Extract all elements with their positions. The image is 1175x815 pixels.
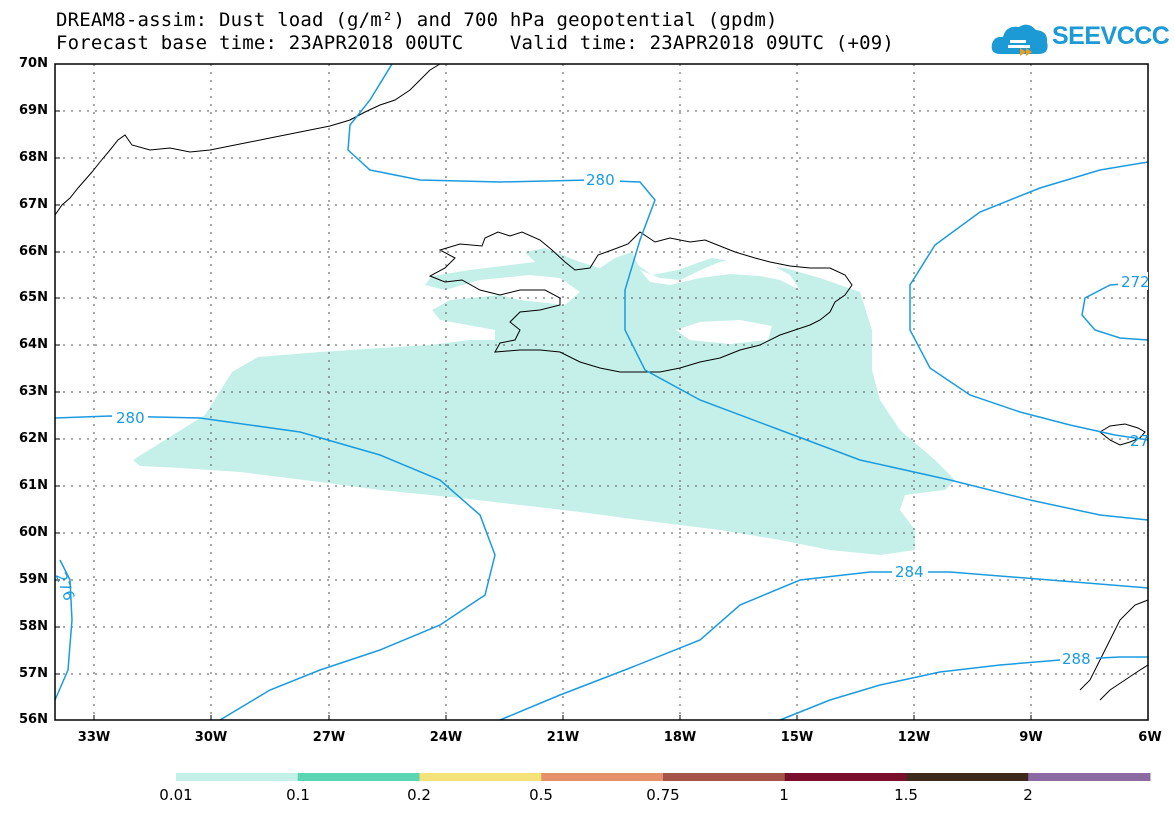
lat-label-61n: 61N xyxy=(19,478,48,493)
colorbar xyxy=(176,773,1151,781)
colorbar-segment-0 xyxy=(176,773,299,781)
contour-label-27x: 27 xyxy=(1130,432,1149,450)
contour-284 xyxy=(499,571,1149,721)
lon-label-18w: 18W xyxy=(663,730,697,745)
colorbar-label-6: 1.5 xyxy=(894,786,918,804)
scotland-coast xyxy=(1079,599,1149,701)
chart-subtitle: Forecast base time: 23APR2018 00UTC Vali… xyxy=(56,32,895,54)
lat-label-63n: 63N xyxy=(19,384,48,399)
contour-label-284: 284 xyxy=(895,563,924,581)
lon-label-21w: 21W xyxy=(546,730,580,745)
coastlines xyxy=(54,63,1149,701)
lat-label-64n: 64N xyxy=(19,337,48,352)
lon-label-15w: 15W xyxy=(780,730,814,745)
colorbar-segment-2 xyxy=(419,773,542,781)
lat-label-57n: 57N xyxy=(19,666,48,681)
greenland-coast xyxy=(54,63,441,216)
lat-label-65n: 65N xyxy=(19,290,48,305)
lat-label-60n: 60N xyxy=(19,525,48,540)
lon-label-9w: 9W xyxy=(1019,730,1043,745)
lat-label-68n: 68N xyxy=(19,150,48,165)
contour-label-272: 272 xyxy=(1121,273,1150,291)
colorbar-segment-1 xyxy=(297,773,420,781)
colorbar-label-3: 0.5 xyxy=(529,786,553,804)
colorbar-segment-3 xyxy=(541,773,664,781)
colorbar-segment-5 xyxy=(784,773,907,781)
lon-label-12w: 12W xyxy=(897,730,931,745)
colorbar-segment-7 xyxy=(1028,773,1151,781)
contour-276 xyxy=(54,559,73,701)
logo-text: SEEVCCC xyxy=(1052,22,1170,50)
faroe-coast xyxy=(1099,423,1146,446)
colorbar-label-5: 1 xyxy=(779,786,789,804)
colorbar-label-4: 0.75 xyxy=(646,786,680,804)
contour-label-288: 288 xyxy=(1062,650,1091,668)
colorbar-segment-6 xyxy=(906,773,1029,781)
lat-label-62n: 62N xyxy=(19,431,48,446)
colorbar-label-2: 0.2 xyxy=(407,786,431,804)
lat-label-70n: 70N xyxy=(19,56,48,71)
lon-label-30w: 30W xyxy=(194,730,228,745)
colorbar-segment-4 xyxy=(663,773,786,781)
lat-label-66n: 66N xyxy=(19,244,48,259)
contour-272-outer xyxy=(909,161,1149,441)
contour-280-south xyxy=(54,415,496,721)
contour-280-north xyxy=(347,63,1149,521)
lon-label-6w: 6W xyxy=(1138,730,1162,745)
lat-label-56n: 56N xyxy=(19,712,48,727)
iceland-coast xyxy=(428,231,853,373)
lon-label-33w: 33W xyxy=(77,730,111,745)
colorbar-label-1: 0.1 xyxy=(286,786,310,804)
geopotential-contours xyxy=(54,63,1149,721)
contour-288 xyxy=(779,656,1148,721)
lat-label-59n: 59N xyxy=(19,572,48,587)
grid-lines xyxy=(55,64,1148,720)
lat-label-67n: 67N xyxy=(19,197,48,212)
dust-gap xyxy=(676,320,772,344)
seevccc-cloud-logo-icon xyxy=(991,24,1048,56)
lat-label-58n: 58N xyxy=(19,619,48,634)
chart-title: DREAM8-assim: Dust load (g/m²) and 700 h… xyxy=(56,9,778,31)
colorbar-label-7: 2 xyxy=(1023,786,1033,804)
dust-area xyxy=(133,248,955,555)
contour-label-280b: 280 xyxy=(116,409,145,427)
contour-272-inner xyxy=(1081,281,1149,341)
lon-label-27w: 27W xyxy=(312,730,346,745)
frame-ticks xyxy=(55,110,1032,720)
lon-label-24w: 24W xyxy=(429,730,463,745)
contour-label-280a: 280 xyxy=(586,171,615,189)
colorbar-label-0: 0.01 xyxy=(159,786,193,804)
lat-label-69n: 69N xyxy=(19,103,48,118)
